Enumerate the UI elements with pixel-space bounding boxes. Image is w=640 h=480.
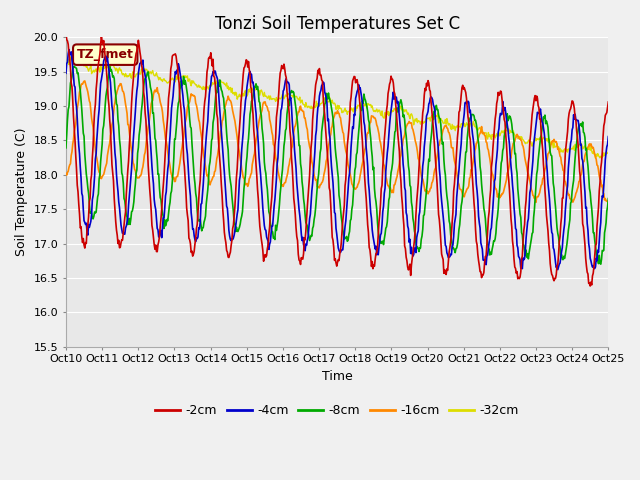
Legend: -2cm, -4cm, -8cm, -16cm, -32cm: -2cm, -4cm, -8cm, -16cm, -32cm xyxy=(150,399,524,422)
Title: Tonzi Soil Temperatures Set C: Tonzi Soil Temperatures Set C xyxy=(214,15,460,33)
X-axis label: Time: Time xyxy=(322,370,353,383)
Y-axis label: Soil Temperature (C): Soil Temperature (C) xyxy=(15,128,28,256)
Text: TZ_fmet: TZ_fmet xyxy=(77,48,134,61)
